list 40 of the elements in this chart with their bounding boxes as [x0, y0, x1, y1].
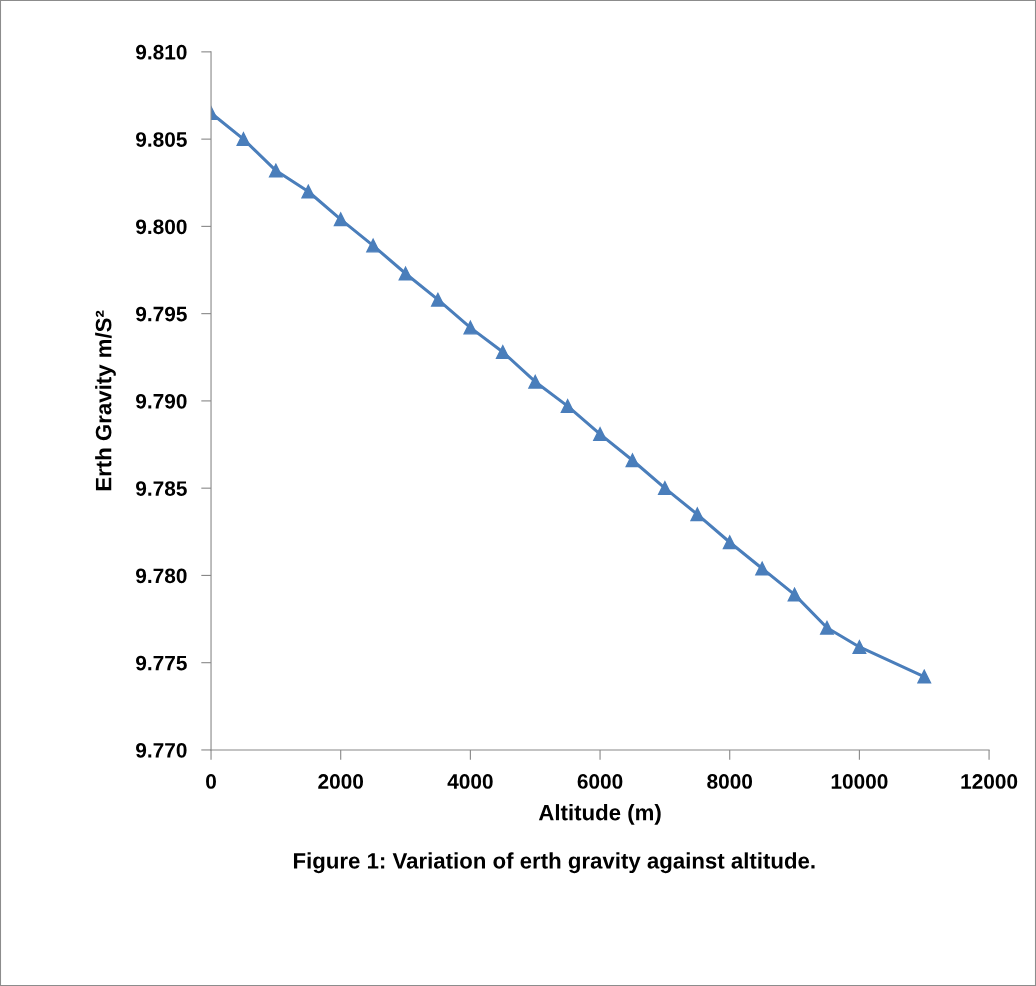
point — [431, 292, 445, 307]
y-tick-label: 9.780 — [136, 568, 187, 584]
x-tick-label: 4000 — [447, 774, 493, 789]
point — [398, 266, 413, 281]
x-tick-label: 10000 — [831, 774, 888, 789]
point — [625, 453, 640, 468]
x-tick-label: 2000 — [318, 774, 364, 789]
point — [268, 163, 283, 178]
y-tick-label: 9.795 — [136, 306, 187, 322]
point — [593, 427, 607, 442]
point — [301, 184, 316, 199]
point — [755, 561, 770, 576]
point — [787, 587, 802, 602]
y-tick-label: 9.770 — [136, 742, 187, 758]
point — [463, 320, 478, 335]
point — [722, 535, 737, 550]
y-tick-label: 9.800 — [136, 219, 187, 235]
point — [657, 481, 672, 496]
y-tick-label: 9.810 — [136, 44, 187, 60]
point — [495, 345, 510, 359]
x-axis-title: Altitude (m) — [538, 804, 661, 825]
y-tick-label: 9.775 — [136, 655, 187, 671]
point — [560, 399, 575, 414]
y-axis-title: Erth Gravity m/S² — [95, 310, 116, 491]
point — [820, 620, 834, 635]
point — [528, 374, 543, 389]
point — [852, 640, 867, 654]
point — [333, 212, 348, 227]
point — [366, 238, 381, 253]
x-tick-label: 8000 — [707, 774, 753, 789]
caption: Figure 1: Variation of erth gravity against altitude. — [293, 852, 815, 874]
point — [690, 507, 705, 522]
x-tick-label: 12000 — [961, 774, 1018, 789]
y-tick-label: 9.785 — [136, 481, 187, 496]
y-tick-label: 9.805 — [136, 132, 187, 147]
x-tick-label: 6000 — [577, 774, 623, 789]
point — [236, 132, 251, 147]
y-tick-label: 9.790 — [136, 393, 187, 409]
point — [917, 669, 932, 684]
x-tick-label: 0 — [206, 774, 216, 789]
